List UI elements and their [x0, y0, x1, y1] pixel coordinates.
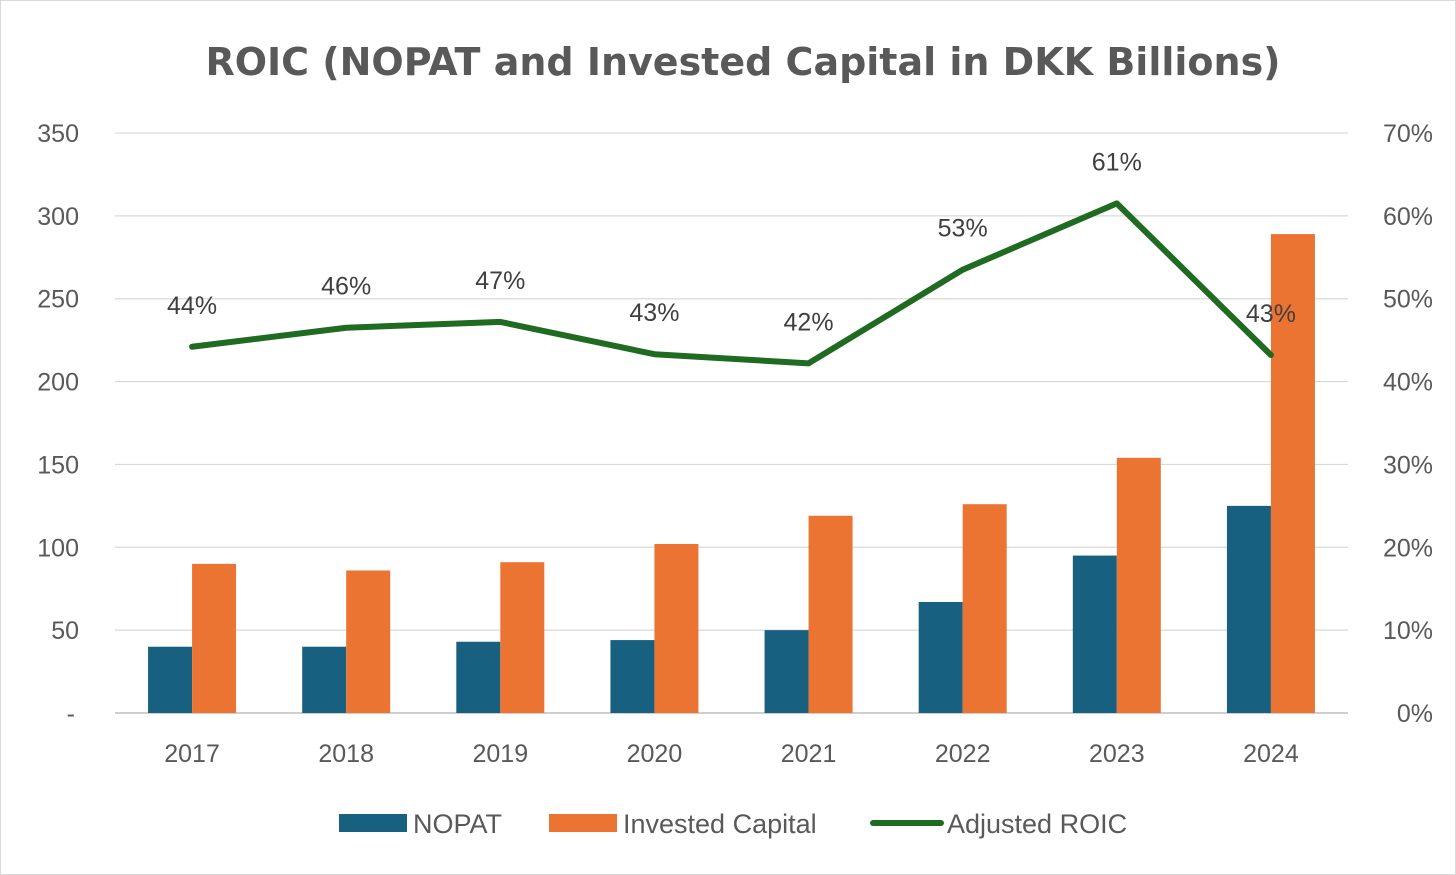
left-tick-label: - [67, 700, 75, 728]
right-tick-label: 50% [1383, 286, 1433, 314]
left-tick-label: 250 [37, 286, 79, 314]
roic-line [189, 200, 1274, 367]
legend-label: NOPAT [413, 809, 502, 839]
invested-capital-bar [192, 563, 237, 713]
invested-capital-bar [346, 570, 391, 713]
left-axis: - 50 100 150 200 250 300 350 [37, 120, 79, 728]
legend-label: Invested Capital [623, 809, 817, 839]
nopat-bar [456, 641, 501, 713]
right-tick-label: 0% [1397, 700, 1433, 728]
roic-data-label: 43% [1246, 300, 1296, 328]
left-tick-label: 50 [51, 617, 79, 645]
nopat-bar [918, 601, 963, 713]
roic-data-label: 61% [1092, 148, 1142, 176]
nopat-bar [764, 630, 809, 713]
x-tick-label: 2019 [473, 740, 529, 768]
left-tick-label: 150 [37, 451, 79, 479]
x-tick-label: 2017 [164, 740, 220, 768]
right-axis: 0% 10% 20% 30% 40% 50% 60% 70% [1383, 120, 1433, 728]
x-tick-label: 2021 [781, 740, 837, 768]
x-tick-label: 2022 [935, 740, 991, 768]
gridlines [115, 132, 1348, 714]
roic-data-label: 53% [938, 215, 988, 243]
right-tick-label: 20% [1383, 534, 1433, 562]
chart-title: ROIC (NOPAT and Invested Capital in DKK … [205, 40, 1280, 84]
roic-data-label: 42% [784, 308, 834, 336]
left-tick-label: 200 [37, 369, 79, 397]
nopat-bar [302, 646, 347, 713]
left-tick-label: 100 [37, 534, 79, 562]
legend-swatch-nopat [339, 814, 407, 832]
right-tick-label: 70% [1383, 120, 1433, 148]
nopat-bar [610, 640, 655, 713]
left-tick-label: 350 [37, 120, 79, 148]
invested-capital-bar [1270, 234, 1315, 714]
legend-swatch-invested-capital [549, 814, 617, 832]
invested-capital-bar [1116, 457, 1161, 713]
right-tick-label: 10% [1383, 617, 1433, 645]
x-tick-label: 2018 [318, 740, 374, 768]
nopat-bar [148, 646, 193, 713]
legend-label: Adjusted ROIC [947, 809, 1127, 839]
x-axis: 2017 2018 2019 2020 2021 2022 2023 2024 [164, 740, 1299, 768]
left-tick-label: 300 [37, 203, 79, 231]
invested-capital-bar [808, 515, 853, 713]
roic-line-group [189, 200, 1274, 367]
right-tick-label: 30% [1383, 451, 1433, 479]
nopat-bar [1226, 505, 1271, 713]
roic-data-label: 46% [321, 273, 371, 301]
data-labels: 44% 46% 47% 43% 42% 53% 61% 43% [167, 148, 1296, 336]
legend: NOPAT Invested Capital Adjusted ROIC [339, 809, 1127, 839]
bars [148, 234, 1315, 714]
invested-capital-bar [654, 543, 699, 713]
invested-capital-bar [962, 504, 1007, 713]
roic-data-label: 44% [167, 292, 217, 320]
roic-data-label: 47% [475, 267, 525, 295]
roic-data-label: 43% [629, 299, 679, 327]
x-tick-label: 2024 [1243, 740, 1299, 768]
right-tick-label: 60% [1383, 203, 1433, 231]
nopat-bar [1072, 555, 1117, 713]
x-tick-label: 2020 [627, 740, 683, 768]
x-tick-label: 2023 [1089, 740, 1145, 768]
invested-capital-bar [500, 562, 545, 713]
right-tick-label: 40% [1383, 369, 1433, 397]
